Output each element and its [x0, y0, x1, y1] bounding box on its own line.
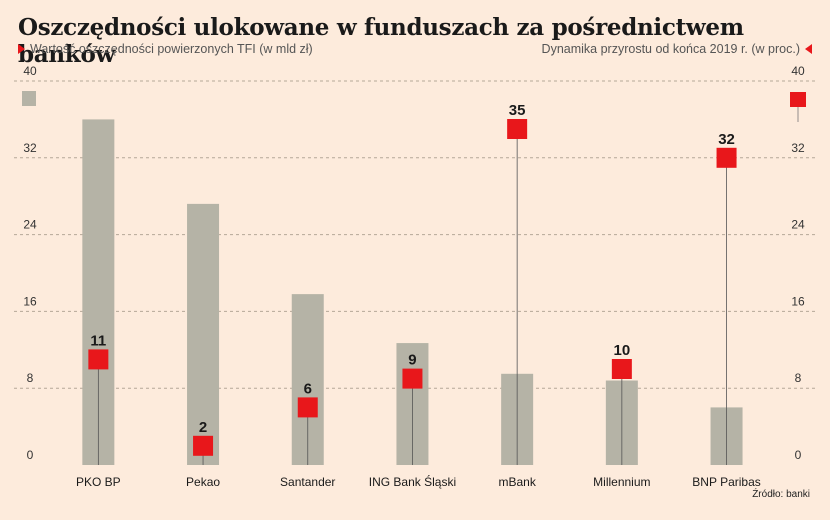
legend-bar-series: Wartość oszczędności powierzonych TFI (w… [18, 42, 313, 56]
x-category-label: Pekao [186, 475, 220, 489]
marker-value-label: 11 [90, 332, 106, 349]
y-tick-right: 16 [791, 294, 805, 308]
x-category-label: PKO BP [76, 475, 121, 489]
marker-value-label: 32 [718, 131, 735, 148]
marker [297, 397, 318, 418]
y-tick-left: 16 [23, 294, 37, 308]
x-category-label: ING Bank Śląski [369, 474, 456, 489]
legend-marker-label: Dynamika przyrostu od końca 2019 r. (w p… [541, 42, 800, 56]
marker [402, 368, 423, 389]
marker [716, 147, 737, 168]
legend-bar-label: Wartość oszczędności powierzonych TFI (w… [30, 42, 313, 56]
y-tick-right: 8 [795, 371, 802, 385]
marker-value-label: 35 [509, 102, 526, 119]
x-category-label: BNP Paribas [692, 475, 760, 489]
marker-value-label: 10 [614, 342, 631, 359]
x-category-label: Millennium [593, 475, 650, 489]
y-tick-left: 24 [23, 218, 37, 232]
marker-value-label: 2 [199, 419, 207, 436]
source-note: Źródło: banki [752, 489, 810, 500]
y-tick-right: 32 [791, 141, 805, 155]
y-tick-right: 0 [795, 448, 802, 462]
y-tick-right: 24 [791, 218, 805, 232]
legend-marker-swatch [790, 92, 806, 107]
marker [507, 119, 528, 139]
triangle-right-icon [18, 44, 25, 54]
y-tick-left: 8 [27, 371, 34, 385]
bar [187, 203, 220, 465]
y-tick-left: 32 [23, 141, 37, 155]
y-tick-right: 40 [791, 64, 805, 78]
x-category-label: Santander [280, 475, 335, 489]
marker [611, 359, 632, 379]
marker-value-label: 9 [408, 352, 416, 369]
marker [88, 349, 109, 370]
y-tick-left: 40 [23, 64, 37, 78]
chart-title: Oszczędności ulokowane w funduszach za p… [18, 14, 744, 68]
legend-bar-swatch [22, 91, 36, 106]
triangle-left-icon [805, 44, 812, 54]
x-category-label: mBank [498, 475, 536, 489]
legend-marker-series: Dynamika przyrostu od końca 2019 r. (w p… [542, 42, 812, 56]
y-tick-left: 0 [27, 448, 34, 462]
marker-value-label: 6 [304, 380, 312, 397]
marker [193, 435, 214, 456]
